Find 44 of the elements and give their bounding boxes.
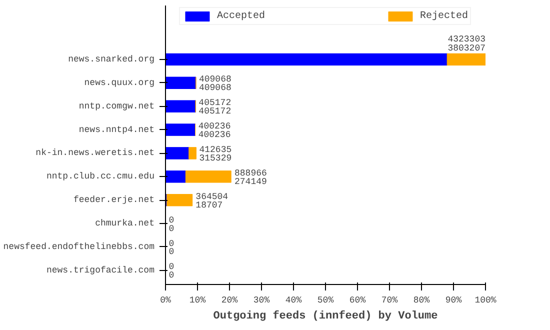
annotation: 400236	[198, 122, 231, 132]
annotation: 0	[168, 247, 174, 258]
annotation: 0	[168, 238, 174, 249]
y-tick-label: nk-in.news.weretis.net	[36, 148, 155, 158]
x-tick-label: 60%	[349, 296, 366, 306]
annotation: 0	[168, 215, 174, 226]
y-tick-label: feeder.erje.net	[73, 195, 154, 206]
x-tick-label: 10%	[189, 296, 206, 306]
x-tick-label: 90%	[445, 296, 462, 306]
x-tick-label: 80%	[413, 296, 430, 306]
annotation: 412635	[199, 144, 232, 155]
legend-label: Accepted	[216, 10, 265, 22]
x-tick-label: 30%	[253, 296, 270, 306]
y-tick-label: news.quux.org	[84, 78, 155, 88]
y-tick-label: newsfeed.endofthelinebbs.com	[3, 242, 155, 252]
x-tick-label: 70%	[381, 296, 398, 306]
annotation: 315329	[199, 153, 232, 164]
annotation: 409068	[198, 83, 232, 94]
annotation: 888966	[234, 168, 267, 178]
annotation: 4323303	[448, 34, 486, 44]
x-tick-label: 0%	[160, 296, 172, 306]
y-tick-label: news.snarked.org	[68, 54, 155, 64]
annotation: 400236	[198, 130, 231, 140]
annotation: 0	[168, 262, 174, 272]
y-tick-label: news.nntp4.net	[78, 124, 155, 135]
y-tick-label: nntp.club.cc.cmu.edu	[46, 172, 155, 182]
annotation: 409068	[198, 74, 232, 85]
y-tick-label: news.trigofacile.com	[46, 265, 155, 276]
x-tick-label: 40%	[285, 296, 302, 306]
y-tick-label: nntp.comgw.net	[78, 101, 155, 112]
y-tick-label: chmurka.net	[95, 218, 155, 229]
annotation: 18707	[196, 200, 223, 210]
annotation: 405172	[198, 106, 232, 117]
annotation: 3803207	[448, 44, 486, 54]
annotation: 274149	[234, 176, 267, 187]
annotation: 364504	[196, 192, 228, 202]
annotation: 0	[168, 224, 174, 234]
legend-label: Rejected	[420, 10, 468, 22]
x-tick-label: 20%	[221, 296, 238, 306]
x-tick-label: 100%	[474, 296, 497, 306]
annotation: 0	[168, 270, 174, 281]
x-axis-title: Outgoing feeds (innfeed) by Volume	[213, 310, 438, 322]
x-tick-label: 50%	[317, 296, 334, 306]
annotation: 405172	[198, 98, 232, 108]
